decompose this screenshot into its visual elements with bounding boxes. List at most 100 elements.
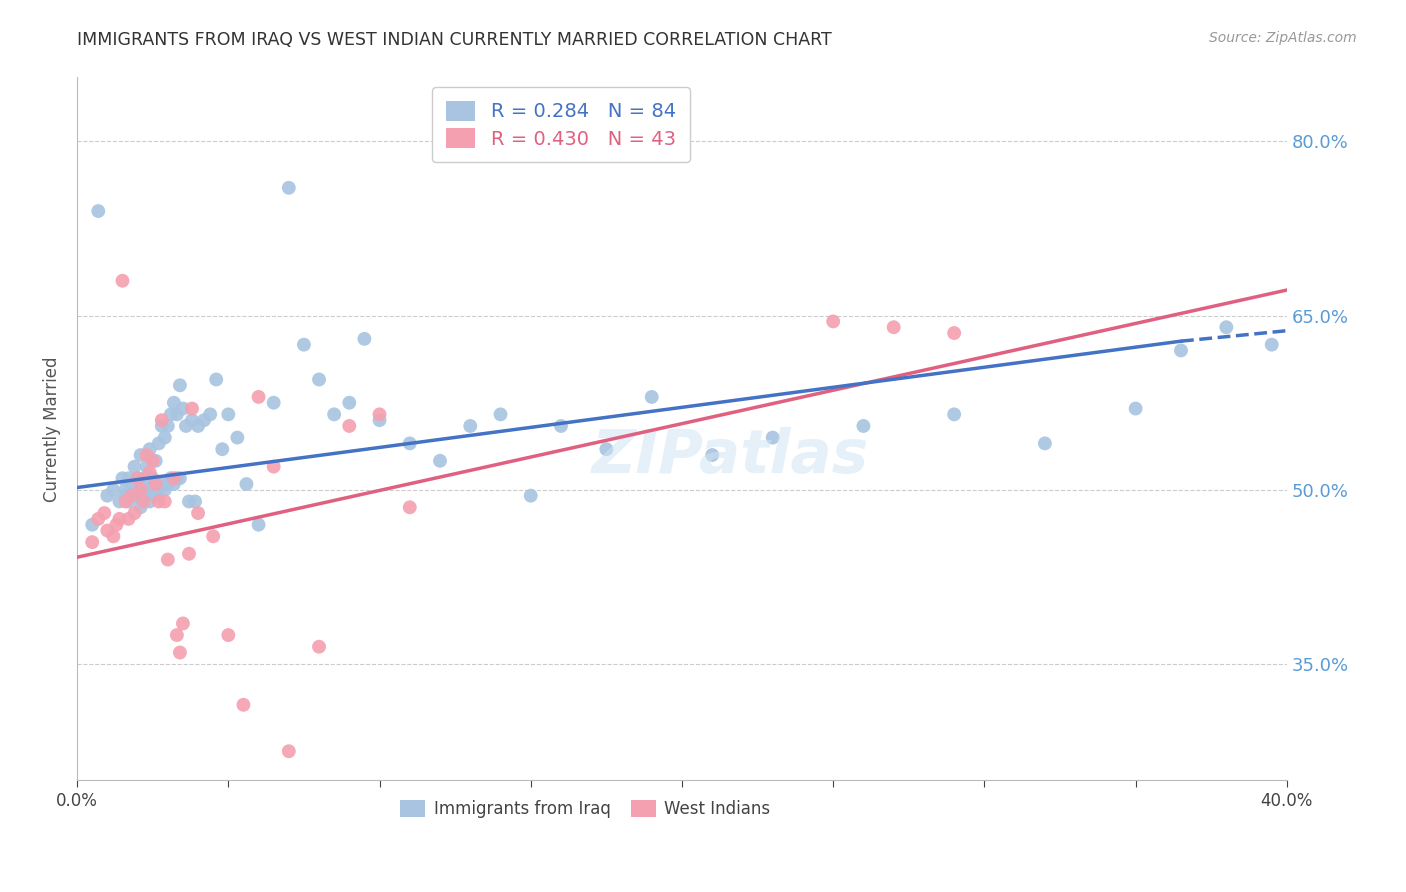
Point xyxy=(184,494,207,508)
Point xyxy=(93,506,115,520)
Text: IMMIGRANTS FROM IRAQ VS WEST INDIAN CURRENTLY MARRIED CORRELATION CHART: IMMIGRANTS FROM IRAQ VS WEST INDIAN CURR… xyxy=(77,31,832,49)
Point xyxy=(353,332,375,346)
Point xyxy=(129,448,152,462)
Point xyxy=(1033,436,1056,450)
Point xyxy=(160,471,183,485)
Text: Source: ZipAtlas.com: Source: ZipAtlas.com xyxy=(1209,31,1357,45)
Point xyxy=(217,628,239,642)
Point xyxy=(96,489,118,503)
Point xyxy=(1170,343,1192,358)
Point xyxy=(129,483,152,497)
Point xyxy=(103,483,125,497)
Point xyxy=(142,454,165,468)
Y-axis label: Currently Married: Currently Married xyxy=(44,356,60,501)
Point xyxy=(82,535,104,549)
Legend: Immigrants from Iraq, West Indians: Immigrants from Iraq, West Indians xyxy=(394,793,776,825)
Point xyxy=(160,408,183,422)
Point xyxy=(124,489,146,503)
Point xyxy=(156,477,179,491)
Point xyxy=(172,616,194,631)
Point xyxy=(114,483,136,497)
Point xyxy=(117,471,139,485)
Point xyxy=(156,419,179,434)
Point xyxy=(117,512,139,526)
Point xyxy=(550,419,572,434)
Point xyxy=(138,494,160,508)
Point xyxy=(150,477,173,491)
Point xyxy=(181,413,204,427)
Point xyxy=(105,517,128,532)
Point xyxy=(132,489,155,503)
Point xyxy=(121,483,143,497)
Point xyxy=(883,320,905,334)
Point xyxy=(132,494,155,508)
Point xyxy=(138,466,160,480)
Point xyxy=(702,448,724,462)
Point xyxy=(277,744,299,758)
Point xyxy=(127,489,149,503)
Point xyxy=(174,419,197,434)
Point xyxy=(943,408,966,422)
Point xyxy=(198,408,221,422)
Point xyxy=(150,413,173,427)
Point xyxy=(202,529,225,543)
Point xyxy=(142,483,165,497)
Point xyxy=(458,419,481,434)
Point xyxy=(308,372,330,386)
Point xyxy=(148,494,170,508)
Point xyxy=(595,442,617,457)
Point xyxy=(398,500,420,515)
Point xyxy=(156,552,179,566)
Point xyxy=(519,489,541,503)
Point xyxy=(337,419,360,434)
Point xyxy=(163,471,186,485)
Point xyxy=(103,529,125,543)
Point xyxy=(114,489,136,503)
Point xyxy=(114,494,136,508)
Point xyxy=(263,395,285,409)
Point xyxy=(145,477,167,491)
Point xyxy=(177,547,200,561)
Point xyxy=(166,471,188,485)
Point xyxy=(641,390,664,404)
Point xyxy=(148,436,170,450)
Point xyxy=(129,500,152,515)
Point xyxy=(172,401,194,416)
Point xyxy=(127,471,149,485)
Point xyxy=(124,459,146,474)
Point xyxy=(187,506,209,520)
Point xyxy=(150,419,173,434)
Point xyxy=(205,372,228,386)
Point xyxy=(429,454,451,468)
Point xyxy=(277,181,299,195)
Point xyxy=(166,628,188,642)
Point xyxy=(121,477,143,491)
Point xyxy=(308,640,330,654)
Point xyxy=(193,413,215,427)
Point xyxy=(762,431,785,445)
Point xyxy=(121,489,143,503)
Point xyxy=(177,494,200,508)
Point xyxy=(226,431,249,445)
Point xyxy=(148,483,170,497)
Point xyxy=(217,408,239,422)
Point xyxy=(368,408,391,422)
Point xyxy=(187,419,209,434)
Point xyxy=(323,408,346,422)
Point xyxy=(127,471,149,485)
Point xyxy=(211,442,233,457)
Point xyxy=(232,698,254,712)
Point xyxy=(135,448,157,462)
Point xyxy=(108,512,131,526)
Point xyxy=(87,512,110,526)
Point xyxy=(145,454,167,468)
Point xyxy=(132,471,155,485)
Point xyxy=(153,483,176,497)
Point xyxy=(108,494,131,508)
Point xyxy=(142,471,165,485)
Point xyxy=(124,506,146,520)
Point xyxy=(263,459,285,474)
Point xyxy=(135,459,157,474)
Point xyxy=(368,413,391,427)
Point xyxy=(169,378,191,392)
